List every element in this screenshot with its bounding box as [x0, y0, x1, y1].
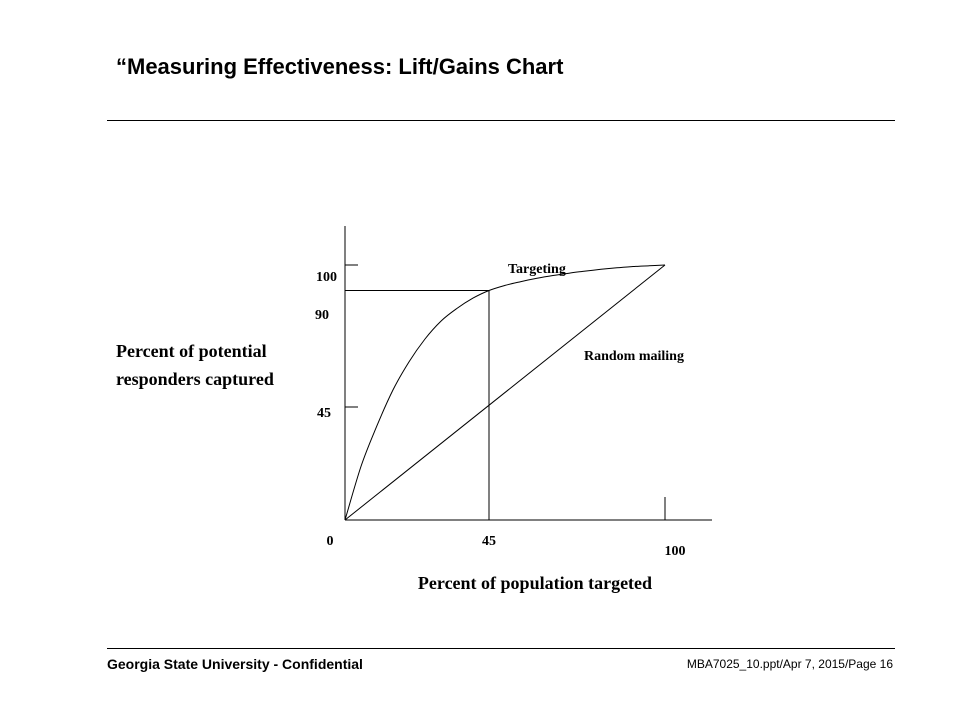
y-tick-label-100: 100	[316, 270, 337, 285]
y-tick-label-90: 90	[315, 308, 329, 323]
x-tick-label-0: 0	[327, 534, 334, 549]
footer-page-info: MBA7025_10.ppt/Apr 7, 2015/Page 16	[686, 657, 893, 671]
x-tick-label-45: 45	[482, 534, 496, 549]
slide-title: “Measuring Effectiveness: Lift/Gains Cha…	[116, 54, 564, 79]
series-line-random-mailing	[344, 264, 666, 521]
series-label-targeting: Targeting	[508, 262, 566, 277]
y-tick-label-45: 45	[317, 406, 331, 421]
title-divider	[107, 120, 895, 121]
y-axis-label-line-1: Percent of potential	[116, 341, 267, 361]
x-tick-label-100: 100	[665, 544, 686, 559]
y-axis-label-line-2: responders captured	[116, 369, 274, 389]
footer-divider	[107, 648, 895, 649]
series-line-targeting	[344, 264, 666, 521]
footer-organization: Georgia State University - Confidential	[107, 656, 363, 672]
x-axis-label: Percent of population targeted	[418, 573, 652, 593]
series-label-random-mailing: Random mailing	[584, 349, 684, 364]
